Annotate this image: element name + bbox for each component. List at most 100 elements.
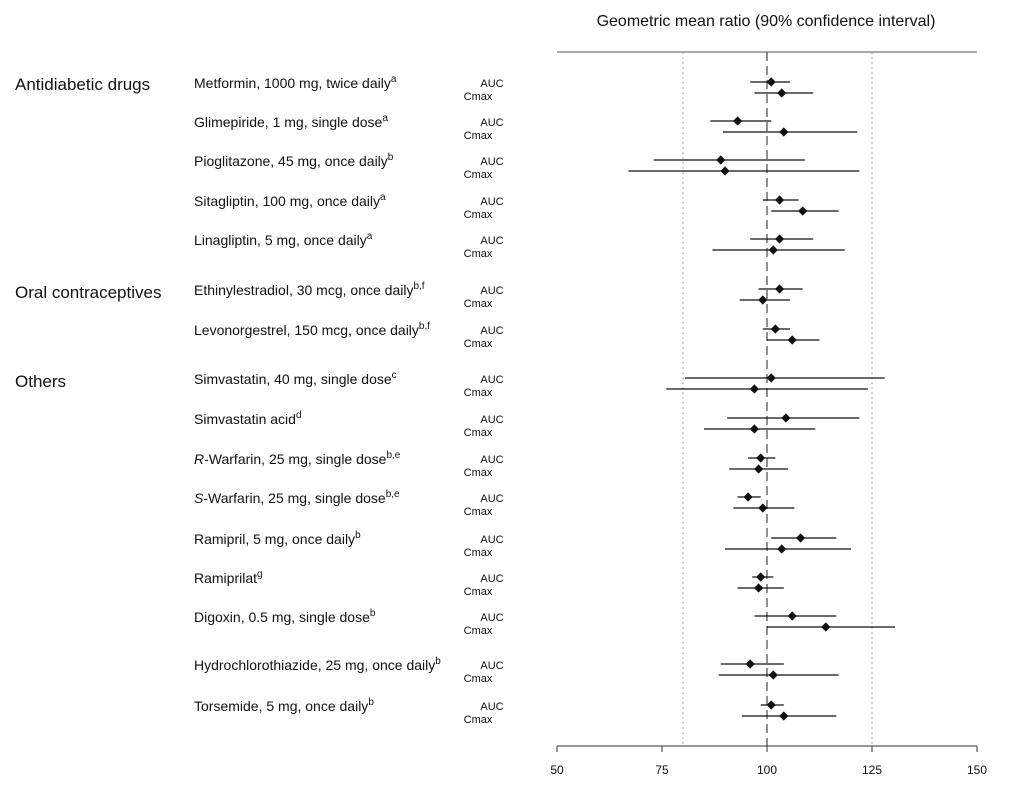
cmax-point xyxy=(779,711,789,721)
cmax-label: Cmax xyxy=(464,298,493,310)
x-tick-label: 75 xyxy=(655,763,669,777)
auc-point xyxy=(743,492,753,502)
drug-label-text: Sitagliptin, 100 mg, once daily xyxy=(194,193,380,209)
footnote-marker: b,e xyxy=(386,450,400,461)
auc-label: AUC xyxy=(480,701,503,713)
cmax-label: Cmax xyxy=(464,427,493,439)
drug-label: Ramipril, 5 mg, once dailyb xyxy=(194,530,361,547)
cmax-point xyxy=(821,622,831,632)
footnote-marker: d xyxy=(296,410,302,421)
cmax-label: Cmax xyxy=(464,169,493,181)
auc-point xyxy=(756,572,766,582)
drug-label: Hydrochlorothiazide, 25 mg, once dailyb xyxy=(194,656,441,673)
auc-label: AUC xyxy=(480,325,503,337)
footnote-marker: a xyxy=(382,113,388,124)
auc-point xyxy=(766,373,776,383)
footnote-marker: b xyxy=(370,608,376,619)
drug-label: Simvastatin, 40 mg, single dosec xyxy=(194,370,397,387)
cmax-label: Cmax xyxy=(464,547,493,559)
cmax-point xyxy=(754,464,764,474)
drug-label-text: -Warfarin, 25 mg, single dose xyxy=(203,490,386,506)
footnote-marker: a xyxy=(391,74,397,85)
auc-label: AUC xyxy=(480,454,503,466)
cmax-point xyxy=(798,206,808,216)
auc-label: AUC xyxy=(480,493,503,505)
auc-point xyxy=(733,116,743,126)
drug-label: Linagliptin, 5 mg, once dailya xyxy=(194,231,373,248)
cmax-point xyxy=(758,295,768,305)
auc-label: AUC xyxy=(480,612,503,624)
drug-label-text: Ethinylestradiol, 30 mcg, once daily xyxy=(194,282,413,298)
cmax-label: Cmax xyxy=(464,625,493,637)
drug-label-text: Metformin, 1000 mg, twice daily xyxy=(194,75,391,91)
footnote-marker: a xyxy=(367,231,373,242)
auc-label: AUC xyxy=(480,235,503,247)
auc-label: AUC xyxy=(480,414,503,426)
drug-label-text: Hydrochlorothiazide, 25 mg, once daily xyxy=(194,657,435,673)
footnote-marker: b xyxy=(368,697,374,708)
auc-point xyxy=(775,195,785,205)
auc-label: AUC xyxy=(480,573,503,585)
drug-label-text: Digoxin, 0.5 mg, single dose xyxy=(194,609,370,625)
cmax-label: Cmax xyxy=(464,248,493,260)
cmax-label: Cmax xyxy=(464,91,493,103)
footnote-marker: g xyxy=(257,569,263,580)
auc-point xyxy=(756,453,766,463)
auc-point xyxy=(745,659,755,669)
cmax-point xyxy=(779,127,789,137)
chart-title: Geometric mean ratio (90% confidence int… xyxy=(597,13,936,30)
cmax-label: Cmax xyxy=(464,586,493,598)
cmax-label: Cmax xyxy=(464,714,493,726)
drug-label: R-Warfarin, 25 mg, single doseb,e xyxy=(194,450,401,467)
cmax-label: Cmax xyxy=(464,506,493,518)
auc-point xyxy=(796,533,806,543)
drug-label: Ramiprilatg xyxy=(194,569,263,586)
footnote-marker: a xyxy=(380,192,386,203)
cmax-point xyxy=(720,166,730,176)
auc-label: AUC xyxy=(480,285,503,297)
drug-label: Levonorgestrel, 150 mcg, once dailyb,f xyxy=(194,321,430,338)
cmax-point xyxy=(754,583,764,593)
drug-label: Metformin, 1000 mg, twice dailya xyxy=(194,74,397,91)
plot-rows: Antidiabetic drugs Metformin, 1000 mg, tw… xyxy=(15,74,896,726)
cmax-label: Cmax xyxy=(464,209,493,221)
group-label: Oral contraceptives xyxy=(15,283,161,302)
drug-label-text: Simvastatin, 40 mg, single dose xyxy=(194,371,392,387)
auc-point xyxy=(775,284,785,294)
auc-point xyxy=(766,77,776,87)
footnote-marker: b,f xyxy=(419,321,430,332)
cmax-label: Cmax xyxy=(464,467,493,479)
drug-label-text: -Warfarin, 25 mg, single dose xyxy=(204,451,387,467)
drug-label-text: Glimepiride, 1 mg, single dose xyxy=(194,114,383,130)
drug-label-italic: S xyxy=(194,490,204,506)
cmax-point xyxy=(768,670,778,680)
x-tick-label: 50 xyxy=(550,763,564,777)
cmax-point xyxy=(777,544,787,554)
footnote-marker: b,e xyxy=(386,489,400,500)
x-axis: 50 75 100 125 150 xyxy=(550,745,987,777)
drug-label-text: Levonorgestrel, 150 mcg, once daily xyxy=(194,322,419,338)
auc-label: AUC xyxy=(480,117,503,129)
drug-label-text: Simvastatin acid xyxy=(194,411,296,427)
drug-label: Ethinylestradiol, 30 mcg, once dailyb,f xyxy=(194,281,425,298)
auc-label: AUC xyxy=(480,374,503,386)
cmax-point xyxy=(749,424,759,434)
drug-label-text: Torsemide, 5 mg, once daily xyxy=(194,698,368,714)
footnote-marker: b xyxy=(388,152,394,163)
auc-point xyxy=(787,611,797,621)
drug-label-text: Ramiprilat xyxy=(194,570,257,586)
cmax-point xyxy=(749,384,759,394)
footnote-marker: c xyxy=(392,370,397,381)
footnote-marker: b,f xyxy=(413,281,424,292)
auc-label: AUC xyxy=(480,78,503,90)
cmax-point xyxy=(777,88,787,98)
drug-label: Pioglitazone, 45 mg, once dailyb xyxy=(194,152,394,169)
cmax-label: Cmax xyxy=(464,338,493,350)
cmax-point xyxy=(787,335,797,345)
drug-label: Sitagliptin, 100 mg, once dailya xyxy=(194,192,386,209)
auc-label: AUC xyxy=(480,196,503,208)
auc-point xyxy=(775,234,785,244)
cmax-point xyxy=(758,503,768,513)
footnote-marker: b xyxy=(355,530,361,541)
